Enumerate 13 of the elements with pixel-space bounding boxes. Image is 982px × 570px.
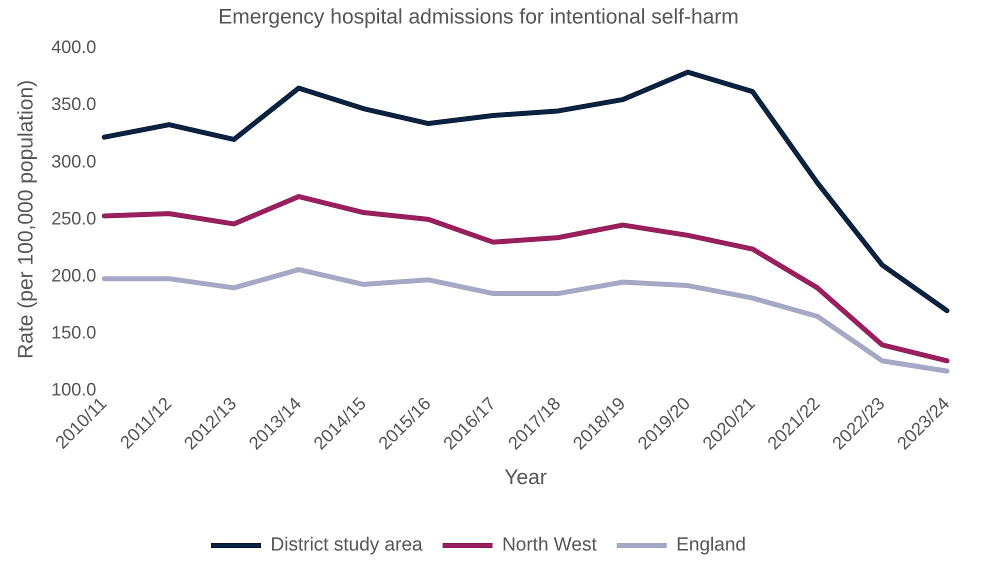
x-axis-title: Year	[504, 466, 547, 490]
chart-title: Emergency hospital admissions for intentional self-harm	[218, 5, 739, 28]
y-tick-label: 400.0	[51, 37, 96, 58]
y-tick-label: 100.0	[51, 379, 96, 400]
legend-label: District study area	[270, 534, 424, 556]
legend-label: North West	[502, 534, 598, 556]
y-tick-label: 300.0	[51, 151, 96, 172]
y-tick-label: 150.0	[51, 322, 96, 342]
legend-label: England	[676, 534, 746, 556]
y-tick-label: 200.0	[51, 265, 96, 286]
y-tick-label: 350.0	[51, 94, 96, 114]
y-tick-label: 250.0	[51, 208, 96, 228]
y-axis-title: Rate (per 100,000 population)	[14, 80, 38, 359]
